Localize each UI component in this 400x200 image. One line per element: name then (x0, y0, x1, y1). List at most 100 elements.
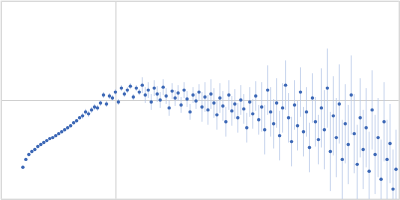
point (129, 84, 132, 87)
point (120, 86, 123, 89)
point (382, 120, 385, 123)
point (227, 93, 230, 96)
point (239, 98, 242, 101)
point (21, 166, 24, 169)
point (391, 187, 394, 190)
point (209, 92, 212, 95)
point (179, 103, 182, 106)
point (263, 128, 266, 131)
point (123, 92, 126, 95)
point (72, 121, 75, 124)
point (150, 100, 153, 103)
point (254, 94, 257, 97)
point (251, 112, 254, 115)
point (69, 124, 72, 127)
point (361, 148, 364, 151)
point (176, 91, 179, 94)
point (212, 101, 215, 104)
points (21, 83, 398, 190)
point (260, 105, 263, 108)
point (197, 90, 200, 93)
point (161, 85, 164, 88)
point (370, 108, 373, 111)
error-bar (393, 150, 394, 200)
point (299, 90, 302, 93)
point (290, 140, 293, 143)
point (320, 106, 323, 109)
point (90, 108, 93, 111)
point (206, 108, 209, 111)
point (257, 118, 260, 121)
point (66, 126, 69, 129)
point (236, 116, 239, 119)
point (245, 126, 248, 129)
point (335, 136, 338, 139)
point (54, 134, 57, 137)
point (200, 105, 203, 108)
point (105, 102, 108, 105)
point (27, 153, 30, 156)
point (45, 139, 48, 142)
point (57, 132, 60, 135)
point (218, 96, 221, 99)
point (63, 128, 66, 131)
point (87, 112, 90, 115)
point (394, 168, 397, 171)
point (323, 128, 326, 131)
point (33, 148, 36, 151)
point (203, 95, 206, 98)
point (275, 101, 278, 104)
point (182, 88, 185, 91)
error-bar (369, 132, 370, 199)
point (159, 98, 162, 101)
point (364, 126, 367, 129)
x-axis-line (2, 1, 400, 200)
point (99, 101, 102, 104)
point (296, 124, 299, 127)
point (224, 120, 227, 123)
point (284, 83, 287, 86)
point (48, 137, 51, 140)
point (305, 110, 308, 113)
error-bar (381, 140, 382, 199)
y-axis-line (2, 2, 400, 200)
point (167, 106, 170, 109)
point (221, 104, 224, 107)
point (353, 132, 356, 135)
point (194, 99, 197, 102)
point (278, 134, 281, 137)
point (388, 142, 391, 145)
point (126, 88, 129, 91)
point (344, 122, 347, 125)
point (39, 143, 42, 146)
point (376, 136, 379, 139)
point (385, 158, 388, 161)
point (36, 145, 39, 148)
point (356, 163, 359, 166)
point (188, 110, 191, 113)
point (266, 88, 269, 91)
point (96, 106, 99, 109)
point (42, 141, 45, 144)
point (164, 94, 167, 97)
point (185, 97, 188, 100)
point (281, 106, 284, 109)
point (141, 83, 144, 86)
point (242, 107, 245, 110)
point (60, 130, 63, 133)
point (311, 96, 314, 99)
point (287, 116, 290, 119)
point (132, 95, 135, 98)
point (191, 93, 194, 96)
point (329, 150, 332, 153)
point (230, 109, 233, 112)
point (111, 96, 114, 99)
point (51, 136, 54, 139)
point (117, 100, 120, 103)
point (233, 102, 236, 105)
plot-frame (1, 1, 399, 199)
point (78, 116, 81, 119)
point (30, 150, 33, 153)
y-axis (1, 2, 399, 200)
point (302, 130, 305, 133)
